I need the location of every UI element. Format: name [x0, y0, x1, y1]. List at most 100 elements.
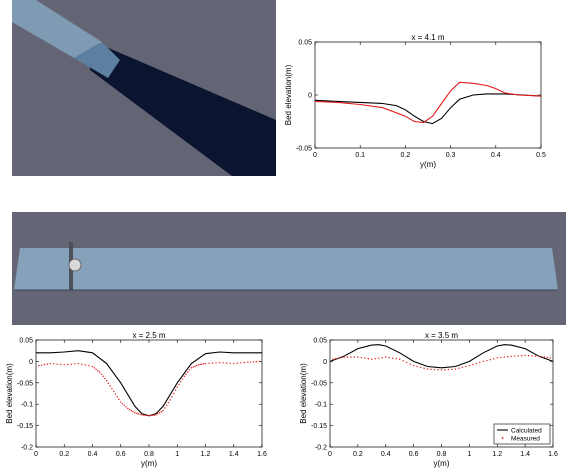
- flume-render-top: [12, 0, 276, 176]
- data-point: [475, 362, 478, 365]
- data-point: [493, 358, 495, 360]
- y-tick-label: -0.15: [17, 423, 33, 430]
- data-point: [188, 369, 191, 371]
- data-point: [353, 356, 356, 358]
- x-axis-label: y(m): [141, 459, 157, 468]
- data-point: [77, 362, 80, 365]
- data-point: [541, 355, 543, 358]
- data-point: [157, 413, 159, 415]
- data-point: [482, 360, 485, 363]
- data-point: [151, 414, 154, 417]
- chart-title: x = 2.5 m: [132, 331, 165, 340]
- data-point: [486, 359, 488, 362]
- data-point: [334, 358, 337, 360]
- data-point: [465, 365, 467, 368]
- data-point: [128, 408, 131, 411]
- data-point: [98, 371, 101, 373]
- chart-x-2-5: x = 2.5 m 0 0.2 0.4 0.6 0.8 1 1.2 1.4 1.6 -0.2 -0.1…: [5, 331, 267, 468]
- data-point: [364, 357, 366, 359]
- y-tick-label: -0.2: [21, 445, 33, 452]
- data-point: [433, 368, 436, 371]
- data-point: [500, 356, 502, 359]
- data-point: [38, 364, 40, 367]
- series-dots-1: [38, 360, 260, 417]
- data-point: [343, 356, 345, 358]
- x-tick-label: 1: [175, 451, 179, 458]
- data-point: [93, 367, 95, 369]
- data-point: [111, 387, 113, 390]
- x-axis-label: y(m): [420, 160, 436, 169]
- data-point: [127, 407, 129, 410]
- data-point: [173, 392, 175, 395]
- series-line-1: [314, 81, 542, 124]
- data-point: [56, 363, 58, 365]
- data-point: [236, 362, 238, 364]
- data-point: [102, 375, 104, 378]
- x-tick-label: 0.2: [401, 152, 411, 159]
- data-point: [165, 404, 168, 406]
- series-line-0: [329, 344, 554, 369]
- data-point: [503, 356, 505, 358]
- data-point: [201, 363, 203, 365]
- data-point: [100, 373, 103, 375]
- x-tick-label: 0.4: [381, 451, 391, 458]
- data-point: [510, 355, 512, 357]
- data-point: [146, 414, 148, 417]
- data-point: [531, 355, 533, 357]
- data-point: [527, 354, 530, 357]
- data-point: [187, 371, 189, 373]
- data-point: [543, 356, 546, 358]
- chart-x-4-1: x = 4.1 m0 0.1 0.2 0.3 0.4 0.5-0.0500.05y(m)B…: [284, 33, 546, 169]
- data-point: [74, 363, 76, 365]
- data-point: [218, 361, 221, 364]
- data-point: [367, 358, 370, 360]
- bridge-pier-icon: [68, 258, 82, 272]
- x-tick-label: 1: [467, 451, 471, 458]
- data-point: [472, 363, 474, 366]
- data-point: [195, 364, 198, 367]
- data-point: [134, 412, 136, 414]
- data-point: [199, 363, 201, 366]
- data-point: [395, 358, 397, 360]
- data-point: [125, 406, 127, 408]
- x-tick-label: 0.8: [144, 451, 154, 458]
- data-point: [458, 367, 460, 369]
- data-point: [176, 386, 178, 388]
- data-point: [426, 368, 429, 370]
- data-point: [67, 363, 69, 366]
- y-axis-label: Bed elevation(m): [284, 64, 293, 125]
- data-point: [215, 362, 217, 364]
- plot-area: [314, 41, 542, 149]
- data-point: [229, 362, 231, 365]
- data-point: [153, 414, 155, 416]
- data-point: [60, 363, 62, 366]
- data-point: [489, 358, 491, 361]
- data-point: [437, 369, 439, 371]
- data-point: [534, 355, 537, 357]
- data-point: [447, 368, 450, 371]
- y-tick-label: -0.1: [315, 402, 327, 409]
- data-point: [398, 358, 401, 360]
- data-point: [144, 414, 147, 417]
- data-point: [40, 364, 43, 366]
- data-point: [524, 354, 526, 357]
- chart-title: x = 3.5 m: [425, 331, 458, 340]
- data-point: [118, 398, 120, 401]
- y-axis-label: Bed elevation(m): [5, 363, 14, 424]
- data-point: [132, 410, 134, 413]
- data-point: [104, 377, 106, 380]
- data-point: [496, 357, 498, 359]
- data-point: [143, 414, 145, 416]
- data-point: [208, 362, 210, 365]
- y-tick-label: 0: [308, 93, 312, 100]
- data-point: [340, 356, 342, 359]
- data-point: [137, 413, 140, 415]
- x-tick-label: 0: [328, 451, 332, 458]
- data-point: [332, 358, 334, 360]
- data-point: [95, 368, 97, 371]
- x-tick-label: 0.1: [355, 152, 365, 159]
- data-point: [164, 407, 166, 409]
- data-point: [507, 355, 509, 358]
- x-tick-label: 0.4: [491, 152, 501, 159]
- data-point: [52, 363, 55, 365]
